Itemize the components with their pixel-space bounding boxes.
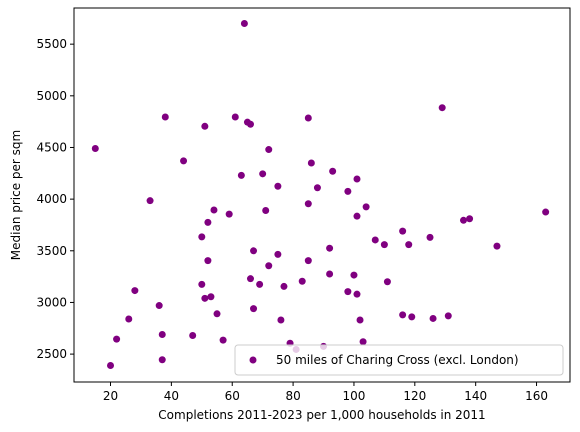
y-tick-label: 5500 (36, 37, 67, 51)
data-point (380, 241, 388, 249)
data-point (161, 113, 169, 121)
legend: 50 miles of Charing Cross (excl. London) (234, 344, 564, 376)
data-point (353, 212, 361, 220)
y-tick-label: 3500 (36, 244, 67, 258)
y-tick-label: 2500 (36, 347, 67, 361)
data-point (125, 315, 133, 323)
data-point (399, 227, 407, 235)
data-point (493, 242, 501, 250)
data-point (201, 294, 209, 302)
data-point (429, 314, 437, 322)
data-point (542, 208, 550, 216)
y-tick-label: 4500 (36, 140, 67, 154)
data-point (207, 293, 215, 301)
data-point (219, 336, 227, 344)
data-point (262, 206, 270, 214)
x-tick-label: 40 (164, 389, 179, 403)
legend-box (234, 344, 564, 376)
data-point (231, 113, 239, 121)
data-point (180, 157, 188, 165)
data-point (146, 197, 154, 205)
data-point (353, 290, 361, 298)
data-point (158, 330, 166, 338)
data-point (313, 184, 321, 192)
data-point (189, 332, 197, 340)
data-point (405, 241, 413, 249)
data-point (459, 216, 467, 224)
x-axis-ticks: 20 40 60 80 100 120 140 160 (103, 382, 548, 403)
data-point (201, 122, 209, 130)
y-tick-label: 3000 (36, 295, 67, 309)
data-point (326, 244, 334, 252)
x-axis-label: Completions 2011-2023 per 1,000 househol… (158, 408, 485, 422)
data-point (444, 312, 452, 320)
y-tick-label: 4000 (36, 192, 67, 206)
data-point (356, 316, 364, 324)
axes-frame (73, 7, 571, 383)
x-tick-label: 60 (225, 389, 240, 403)
data-point (265, 262, 273, 270)
data-point (408, 313, 416, 321)
data-point (326, 270, 334, 278)
data-point (204, 218, 212, 226)
data-point (274, 250, 282, 258)
data-point (225, 210, 233, 218)
data-point (107, 361, 115, 369)
data-point (280, 282, 288, 290)
data-point (131, 287, 139, 295)
data-point (344, 187, 352, 195)
data-points (91, 19, 550, 369)
data-point (304, 257, 312, 265)
data-point (466, 215, 474, 223)
data-point (274, 182, 282, 190)
data-point (250, 305, 258, 313)
data-point (359, 338, 367, 346)
data-point (198, 280, 206, 288)
x-tick-label: 140 (464, 389, 487, 403)
data-point (304, 114, 312, 122)
data-point (438, 104, 446, 112)
data-point (307, 159, 315, 167)
data-point (204, 257, 212, 265)
data-point (344, 288, 352, 296)
legend-label: 50 miles of Charing Cross (excl. London) (276, 353, 519, 367)
data-point (298, 277, 306, 285)
data-point (265, 146, 273, 154)
legend-marker (249, 356, 257, 364)
data-point (158, 356, 166, 364)
data-point (246, 120, 254, 128)
data-point (237, 171, 245, 179)
data-point (113, 335, 121, 343)
data-point (277, 316, 285, 324)
x-tick-label: 100 (342, 389, 365, 403)
data-point (371, 236, 379, 244)
data-point (246, 275, 254, 283)
data-point (399, 311, 407, 319)
y-axis-ticks: 2500 3000 3500 4000 4500 5000 5500 (36, 37, 74, 361)
y-axis-label: Median price per sqm (9, 130, 23, 260)
data-point (213, 310, 221, 318)
x-tick-label: 160 (525, 389, 548, 403)
data-point (240, 19, 248, 27)
data-point (210, 206, 218, 214)
data-point (259, 170, 267, 178)
data-point (256, 280, 264, 288)
data-point (250, 247, 258, 255)
x-tick-label: 80 (285, 389, 300, 403)
data-point (329, 167, 337, 175)
y-tick-label: 5000 (36, 89, 67, 103)
data-point (426, 233, 434, 241)
data-point (304, 200, 312, 208)
x-tick-label: 20 (103, 389, 118, 403)
data-point (353, 175, 361, 183)
x-tick-label: 120 (403, 389, 426, 403)
data-point (155, 302, 163, 310)
data-point (362, 203, 370, 211)
data-point (198, 233, 206, 241)
data-point (350, 271, 358, 279)
data-point (91, 145, 99, 153)
data-point (383, 278, 391, 286)
